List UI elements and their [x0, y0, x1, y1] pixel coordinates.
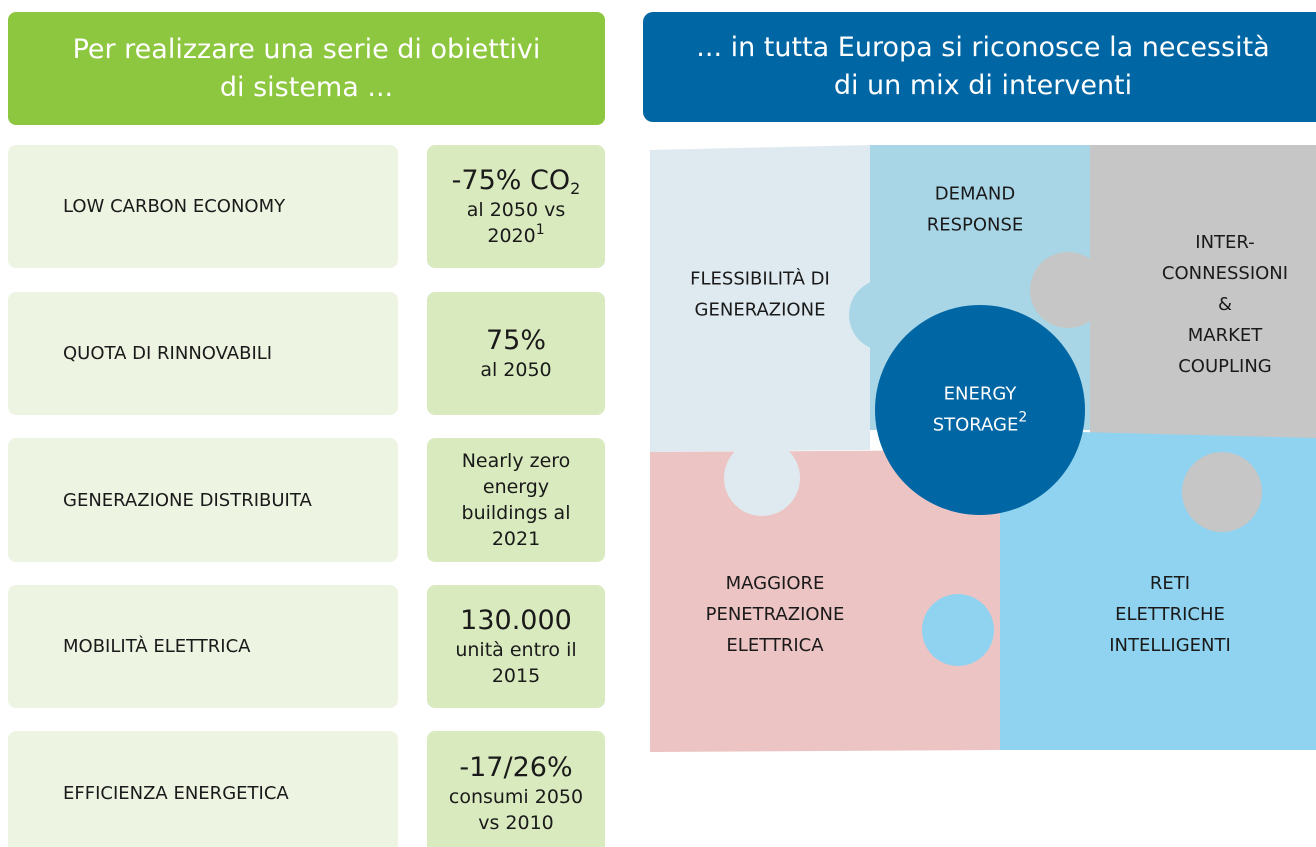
detail: Nearly zero energy buildings al 2021 — [439, 448, 593, 552]
piece-label: PENETRAZIONE — [706, 604, 845, 625]
headline-text: 75% — [485, 324, 546, 356]
objective-label: QUOTA DI RINNOVABILI — [8, 292, 398, 415]
superscript: 1 — [535, 221, 545, 238]
piece-label: INTELLIGENTI — [1109, 635, 1231, 656]
center-circle — [875, 305, 1085, 515]
detail: unità entro il 2015 — [439, 637, 593, 689]
objective-value: Nearly zero energy buildings al 2021 — [427, 438, 605, 562]
piece — [870, 145, 1090, 430]
headline-text: 130.000 — [460, 604, 572, 636]
detail: al 2050 vs 20201 — [439, 197, 593, 249]
knob — [1182, 452, 1262, 532]
headline: 75% — [486, 325, 546, 357]
piece-label: COUPLING — [1178, 356, 1272, 377]
piece-label: CONNESSIONI — [1162, 263, 1288, 284]
objective-label: GENERAZIONE DISTRIBUITA — [8, 438, 398, 562]
knob — [724, 440, 800, 516]
objective-label: MOBILITÀ ELETTRICA — [8, 585, 398, 708]
piece — [1000, 430, 1316, 750]
left-header: Per realizzare una serie di obiettivi di… — [8, 12, 605, 125]
piece-label: FLESSIBILITÀ DI — [690, 268, 830, 290]
right-header: ... in tutta Europa si riconosce la nece… — [643, 12, 1316, 122]
piece-label: & — [1218, 294, 1232, 315]
headline-text: -17/26% — [459, 751, 573, 783]
labels: FLESSIBILITÀ DI GENERAZIONE DEMAND RESPONSE… — [690, 184, 1288, 657]
center-text: ENERGY — [944, 384, 1018, 405]
superscript: 2 — [1018, 410, 1027, 426]
objective-value: -17/26% consumi 2050 vs 2010 — [427, 731, 605, 847]
objective-value: -75% CO2 al 2050 vs 20201 — [427, 145, 605, 268]
piece — [650, 145, 870, 452]
objective-label: LOW CARBON ECONOMY — [8, 145, 398, 268]
detail-text: al 2050 vs 2020 — [466, 198, 566, 247]
piece-label: INTER- — [1195, 232, 1254, 253]
center-label: ENERGY — [944, 384, 1018, 405]
headline: -17/26% — [459, 752, 572, 784]
knob — [1030, 252, 1106, 328]
piece-label: ELETTRICA — [726, 635, 824, 656]
center-text: STORAGE — [933, 415, 1019, 436]
objective-value: 130.000 unità entro il 2015 — [427, 585, 605, 708]
detail-text: unità entro il 2015 — [455, 638, 577, 687]
objective-label: EFFICIENZA ENERGETICA — [8, 731, 398, 847]
piece-label: RESPONSE — [927, 215, 1024, 236]
detail-text: al 2050 — [480, 358, 552, 381]
knob — [849, 279, 921, 351]
knob — [922, 594, 994, 666]
piece-label: ELETTRICHE — [1115, 604, 1225, 625]
piece — [1090, 145, 1316, 462]
headline-text: -75% CO — [451, 164, 571, 196]
headline: -75% CO2 — [452, 165, 581, 197]
detail-text: consumi 2050 vs 2010 — [448, 785, 584, 834]
subscript: 2 — [570, 178, 581, 198]
headline: 130.000 — [460, 605, 572, 637]
piece-label: MARKET — [1188, 325, 1264, 346]
piece — [650, 450, 1000, 752]
detail: al 2050 — [480, 357, 551, 383]
objective-value: 75% al 2050 — [427, 292, 605, 415]
piece-label: MAGGIORE — [726, 573, 825, 594]
piece-label: DEMAND — [935, 184, 1015, 205]
detail: consumi 2050 vs 2010 — [439, 784, 593, 836]
detail-text: Nearly zero energy buildings al 2021 — [461, 450, 571, 550]
center-label: STORAGE2 — [933, 410, 1028, 436]
piece-label: RETI — [1150, 573, 1190, 594]
piece-label: GENERAZIONE — [695, 300, 826, 321]
